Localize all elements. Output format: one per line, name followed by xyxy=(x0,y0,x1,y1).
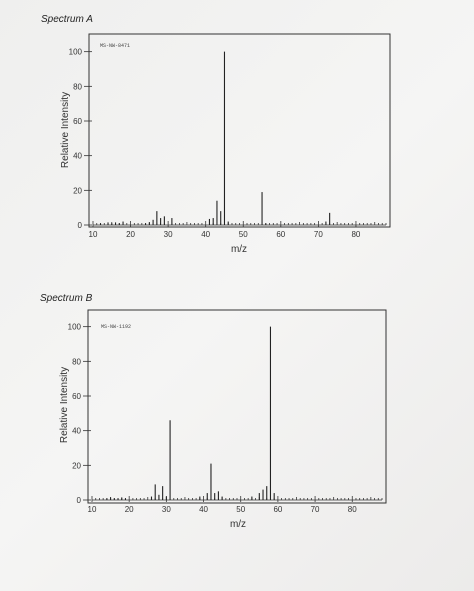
x-tick-label: 10 xyxy=(89,230,98,239)
x-tick-label: 10 xyxy=(88,505,97,514)
x-tick-label: 60 xyxy=(273,505,282,514)
y-tick-label: 60 xyxy=(73,117,82,126)
y-tick-label: 80 xyxy=(72,357,81,366)
spectrum-a-chart: Spectrum A MS-NW-8471 0 20 40 60 80 100 10 20 3… xyxy=(41,14,391,255)
x-tick-label: 70 xyxy=(311,505,320,514)
spectrum-a-x-axis-label: m/z xyxy=(231,244,247,255)
spectrum-b-peaks xyxy=(106,326,275,500)
x-tick-label: 40 xyxy=(199,505,208,514)
spectrum-b-y-axis: 0 20 40 60 80 100 xyxy=(68,323,91,505)
y-tick-label: 40 xyxy=(72,427,81,436)
x-tick-label: 80 xyxy=(348,505,357,514)
spectrum-b-x-axis: 10 20 30 40 50 60 70 80 xyxy=(88,496,383,514)
spectrum-b-plot-frame xyxy=(87,309,387,504)
x-tick-label: 80 xyxy=(351,230,360,239)
y-tick-label: 40 xyxy=(73,152,82,161)
x-tick-label: 30 xyxy=(162,505,171,514)
x-tick-label: 30 xyxy=(164,230,173,239)
spectrum-b-chart: Spectrum B MS-NW-1192 0 20 40 60 80 100 10 20 3… xyxy=(40,293,387,530)
spectrum-a-y-axis-label: Relative Intensity xyxy=(60,92,71,168)
spectrum-a-peaks xyxy=(99,51,331,225)
spectrum-a-plot-frame xyxy=(88,33,391,228)
spectrum-b-x-axis-label: m/z xyxy=(230,519,246,530)
x-tick-label: 40 xyxy=(201,230,210,239)
x-tick-label: 50 xyxy=(239,230,248,239)
y-tick-label: 0 xyxy=(78,221,83,230)
x-tick-label: 20 xyxy=(126,230,135,239)
x-tick-label: 70 xyxy=(314,230,323,239)
spectrum-a-x-axis: 10 20 30 40 50 60 70 80 xyxy=(89,221,387,239)
spectrum-a-code-label: MS-NW-8471 xyxy=(100,43,130,49)
spectrum-b-code-label: MS-NW-1192 xyxy=(101,324,131,330)
y-tick-label: 20 xyxy=(72,461,81,470)
x-tick-label: 50 xyxy=(236,505,245,514)
spectrum-a-title: Spectrum A xyxy=(41,14,93,25)
y-tick-label: 100 xyxy=(69,48,83,57)
y-tick-label: 60 xyxy=(72,392,81,401)
y-tick-label: 100 xyxy=(68,323,82,332)
y-tick-label: 20 xyxy=(73,186,82,195)
spectrum-b-y-axis-label: Relative Intensity xyxy=(59,367,70,443)
x-tick-label: 60 xyxy=(276,230,285,239)
y-tick-label: 80 xyxy=(73,82,82,91)
y-tick-label: 0 xyxy=(77,496,82,505)
spectrum-a-y-axis: 0 20 40 60 80 100 xyxy=(69,48,92,230)
spectrum-b-title: Spectrum B xyxy=(40,293,93,304)
x-tick-label: 20 xyxy=(125,505,134,514)
